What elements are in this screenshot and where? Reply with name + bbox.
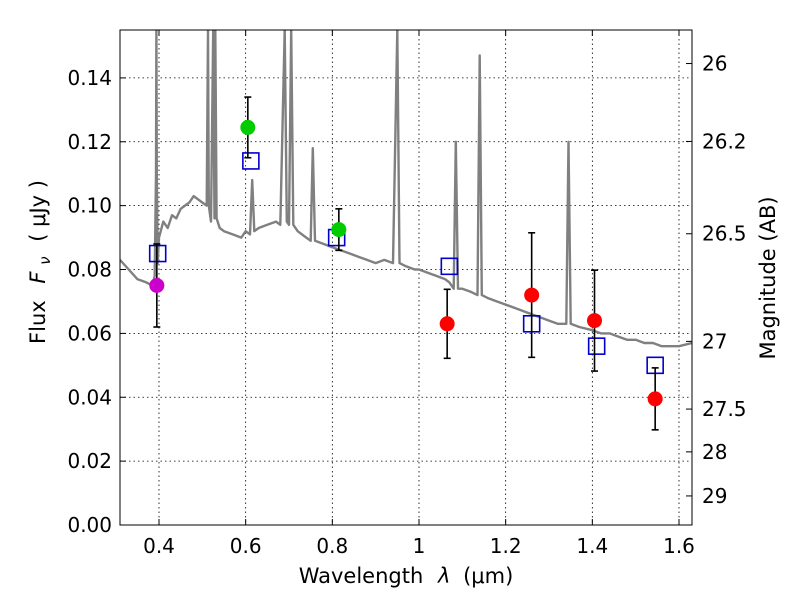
- y2-axis-label: Magnitude (AB): [756, 196, 780, 359]
- observed-point: [647, 391, 663, 407]
- x-tick-label: 1: [413, 534, 426, 558]
- x-tick-label: 1.2: [490, 534, 522, 558]
- y-tick-label: 0.00: [67, 513, 112, 537]
- y-axis-label-symbol: F: [26, 271, 50, 284]
- marker-layer: [148, 96, 664, 431]
- y-axis-label-text: Flux: [26, 300, 50, 344]
- observed-point: [524, 287, 540, 303]
- y2-tick-label: 26.2: [702, 129, 747, 153]
- y-tick-label: 0.12: [67, 130, 112, 154]
- y-tick-label: 0.06: [67, 321, 112, 345]
- y2-tick-label: 26.5: [702, 222, 747, 246]
- spectrum-layer: [120, 30, 692, 348]
- observed-point: [587, 313, 602, 329]
- observed-point: [439, 316, 455, 332]
- y-tick-label: 0.02: [67, 449, 112, 473]
- x-tick-label: 0.8: [316, 534, 348, 558]
- x-axis-label-symbol: λ: [437, 564, 450, 588]
- observed-point: [149, 277, 165, 293]
- plot-frame: [119, 29, 693, 526]
- model-flux-square: [440, 257, 459, 276]
- y2-tick-label: 26: [702, 52, 727, 76]
- y-tick-label: 0.04: [67, 385, 112, 409]
- x-axis-label-text: Wavelength: [299, 564, 424, 588]
- model-flux-square: [242, 152, 260, 170]
- observed-point: [331, 222, 347, 238]
- observed-point: [240, 119, 256, 135]
- y-tick-label: 0.10: [67, 194, 112, 218]
- ticks-layer: 0.4 0.6 0.8 1 1.2 1.4 1.6 0.00 0.02 0.04 0.06 0.08 0…: [67, 30, 747, 558]
- x-tick-label: 1.4: [576, 534, 608, 558]
- x-axis-label-unit: (μm): [463, 564, 513, 588]
- x-axis-label: Wavelength λ (μm): [299, 564, 514, 588]
- y2-tick-label: 27.5: [702, 397, 747, 421]
- y-tick-label: 0.08: [67, 258, 112, 282]
- y2-tick-label: 27: [702, 329, 727, 353]
- y-tick-label: 0.14: [67, 66, 112, 90]
- spectrum-line: [120, 30, 692, 348]
- y-axis-label-sub: ν: [36, 256, 54, 264]
- x-tick-label: 0.6: [230, 534, 262, 558]
- plot-background: [120, 30, 692, 525]
- y-axis-label-unit: ( μJy ): [26, 180, 50, 242]
- y2-tick-label: 28: [702, 440, 727, 464]
- model-flux-square: [587, 337, 606, 355]
- y2-tick-label: 29: [702, 484, 727, 508]
- y-axis-label: Flux F ν ( μJy ): [26, 180, 55, 344]
- x-tick-label: 0.4: [143, 534, 175, 558]
- model-flux-square: [148, 244, 167, 263]
- x-tick-label: 1.6: [663, 534, 695, 558]
